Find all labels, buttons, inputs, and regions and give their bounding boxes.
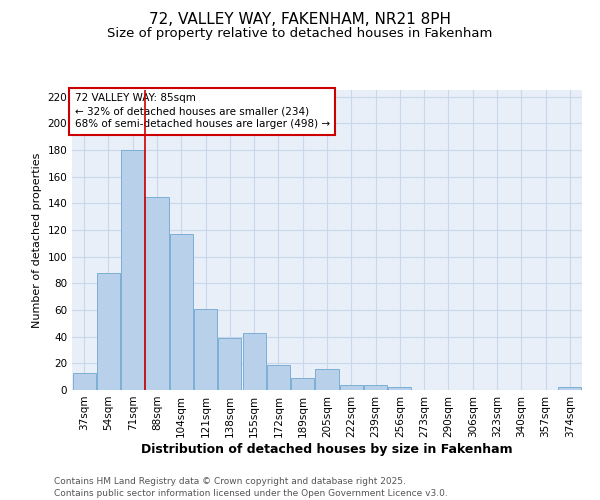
Bar (170, 234, 193, 390)
Text: 72 VALLEY WAY: 85sqm
← 32% of detached houses are smaller (234)
68% of semi-deta: 72 VALLEY WAY: 85sqm ← 32% of detached h… (74, 93, 329, 130)
Text: 72, VALLEY WAY, FAKENHAM, NR21 8PH: 72, VALLEY WAY, FAKENHAM, NR21 8PH (149, 12, 451, 28)
Bar (194, 308, 217, 390)
Bar (121, 150, 144, 390)
Bar (559, 388, 581, 390)
Bar (340, 384, 363, 390)
Bar (73, 372, 95, 390)
Bar (145, 196, 169, 390)
Bar (388, 388, 412, 390)
Bar (218, 338, 241, 390)
X-axis label: Distribution of detached houses by size in Fakenham: Distribution of detached houses by size … (141, 442, 513, 456)
Bar (97, 272, 120, 390)
Text: Contains HM Land Registry data © Crown copyright and database right 2025.
Contai: Contains HM Land Registry data © Crown c… (54, 476, 448, 498)
Bar (267, 364, 290, 390)
Text: Size of property relative to detached houses in Fakenham: Size of property relative to detached ho… (107, 28, 493, 40)
Bar (364, 384, 387, 390)
Bar (316, 368, 338, 390)
Y-axis label: Number of detached properties: Number of detached properties (32, 152, 42, 328)
Bar (242, 332, 266, 390)
Bar (291, 378, 314, 390)
